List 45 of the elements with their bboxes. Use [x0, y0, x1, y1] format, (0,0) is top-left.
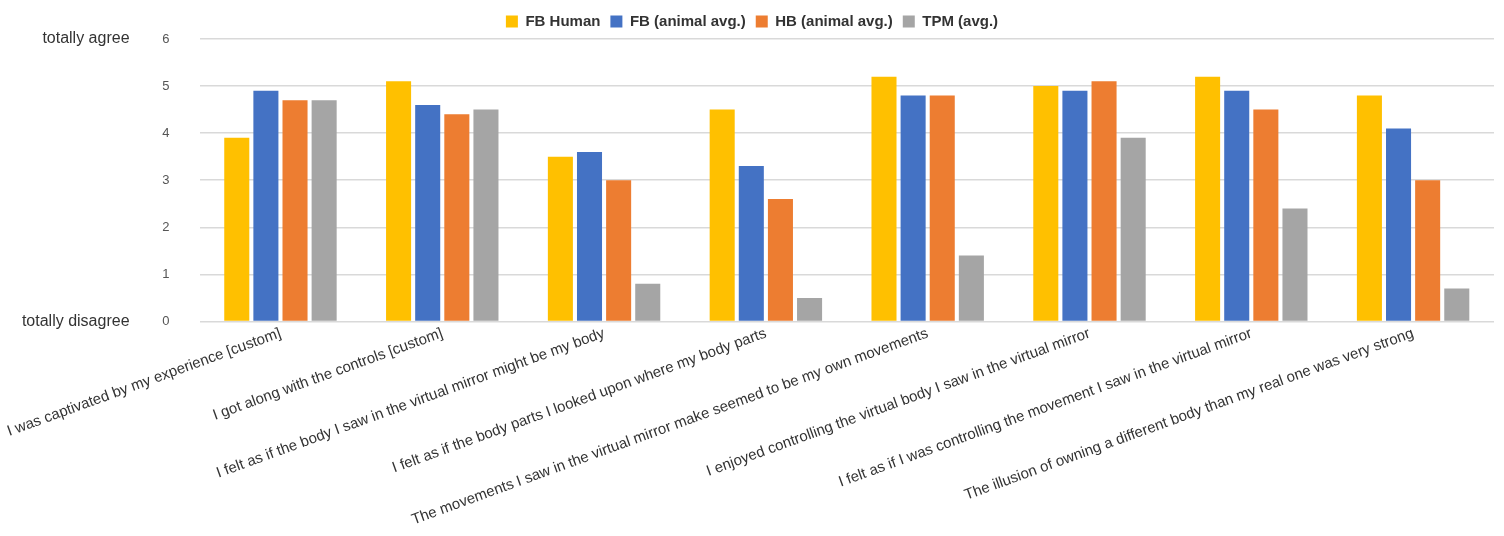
bar [547, 156, 573, 321]
bar [958, 255, 984, 321]
bar [1282, 208, 1308, 321]
text: totally disagree [21, 311, 130, 329]
bar [282, 100, 308, 321]
bar [900, 95, 926, 321]
bar [767, 199, 793, 321]
legend-label: FB (animal avg.) [629, 11, 746, 29]
legend-label: HB (animal avg.) [775, 11, 893, 29]
bar [415, 104, 441, 321]
bar [473, 109, 499, 321]
bar [1253, 109, 1279, 321]
y-tick-label: 6 [162, 30, 170, 46]
bar [738, 166, 764, 321]
bar [871, 76, 897, 321]
bar [635, 283, 661, 321]
legend-label: TPM (avg.) [922, 11, 999, 29]
bar [444, 114, 470, 321]
bar [709, 109, 735, 321]
y-tick-label: 2 [162, 218, 170, 234]
bar [386, 81, 412, 321]
bar [1386, 128, 1412, 321]
bar [797, 297, 823, 321]
bar [1120, 137, 1146, 321]
y-tick-label: 5 [162, 77, 170, 93]
text: totally agree [42, 29, 130, 47]
bar [1444, 288, 1470, 321]
y-tick-label: 1 [162, 265, 170, 281]
bar [1415, 180, 1441, 321]
bar [929, 95, 955, 321]
bar [224, 137, 250, 321]
bar [1356, 95, 1382, 321]
bar [311, 100, 337, 321]
bar [253, 90, 279, 321]
bar [1195, 76, 1221, 321]
bar [576, 151, 603, 321]
y-tick-label: 3 [162, 171, 170, 187]
bar [606, 180, 632, 321]
bar [1062, 90, 1088, 321]
y-tick-label: 4 [162, 124, 170, 140]
y-tick-label: 0 [162, 313, 170, 329]
bar [1091, 81, 1117, 321]
legend-label: FB Human [525, 11, 601, 29]
bar [1033, 86, 1059, 321]
bar [1224, 90, 1250, 321]
